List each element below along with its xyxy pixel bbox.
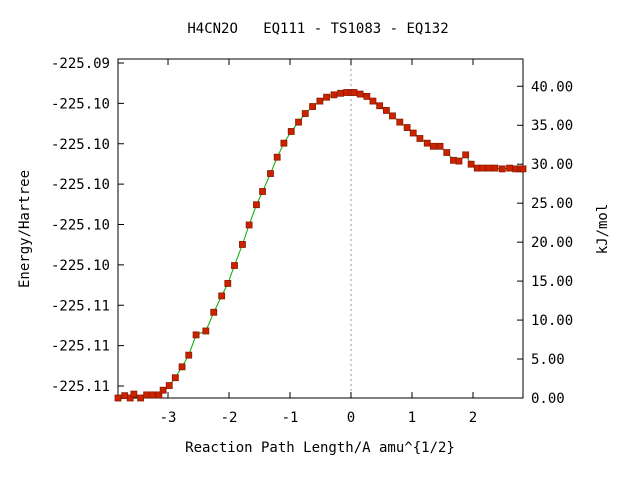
data-point	[429, 142, 437, 150]
y-right-tick-label: 10.00	[531, 313, 573, 329]
data-point	[137, 394, 144, 402]
y-right-tick-label: 30.00	[531, 157, 573, 173]
y-axis-left: -225.11 -225.11 -225.11 -225.10 -225.10 -225.…	[51, 56, 124, 395]
data-point	[309, 103, 316, 110]
data-point	[148, 391, 156, 399]
data-point	[382, 107, 390, 114]
data-point	[165, 382, 173, 389]
data-point	[280, 139, 288, 147]
data-point	[485, 164, 493, 172]
y-right-tick-label: 40.00	[531, 79, 573, 95]
x-axis: -3 -2 -1 0 1 2	[160, 59, 477, 426]
data-point	[423, 139, 431, 147]
data-point	[295, 118, 302, 126]
y-right-tick-label: 5.00	[531, 352, 565, 368]
data-point	[130, 390, 138, 398]
y-right-tick-label: 15.00	[531, 274, 573, 290]
data-point	[350, 89, 358, 96]
data-point	[245, 221, 253, 229]
data-point	[396, 118, 404, 126]
series-line	[117, 92, 523, 399]
data-point	[369, 97, 377, 105]
data-point	[519, 165, 527, 173]
data-point	[259, 188, 266, 195]
data-point	[224, 280, 232, 287]
y-left-tick-label: -225.11	[51, 339, 110, 355]
x-tick-label: 1	[408, 410, 416, 426]
data-point	[467, 160, 475, 168]
data-point	[287, 128, 295, 135]
x-axis-label: Reaction Path Length/A amu^{1/2}	[185, 440, 455, 456]
x-tick-label: -3	[160, 410, 177, 426]
series-energy	[114, 89, 527, 402]
x-tick-label: -1	[282, 410, 299, 426]
y-right-tick-label: 0.00	[531, 391, 565, 407]
data-point	[376, 102, 384, 110]
data-point	[316, 97, 324, 105]
data-point	[443, 149, 451, 156]
x-tick-label: 2	[469, 410, 477, 426]
data-point	[403, 124, 411, 131]
data-point	[462, 151, 470, 159]
data-point	[202, 327, 210, 335]
plot-frame	[117, 58, 524, 399]
y-left-tick-label: -225.10	[51, 218, 110, 234]
data-point	[337, 89, 345, 97]
chart-title: H4CN2O EQ111 - TS1083 - EQ132	[187, 21, 448, 37]
y-axis-right: 0.00 5.00 10.00 15.00 20.00 25.00 30.00 35.00 40…	[517, 79, 573, 407]
data-point	[416, 135, 424, 142]
data-point	[389, 112, 396, 120]
data-point	[159, 386, 167, 394]
data-point	[273, 153, 281, 161]
data-point	[330, 91, 338, 99]
data-point	[356, 90, 364, 98]
y-right-tick-label: 25.00	[531, 196, 573, 212]
data-point	[171, 374, 179, 382]
data-point	[155, 391, 163, 399]
data-point	[479, 164, 487, 172]
data-point	[323, 93, 330, 101]
y-left-tick-label: -225.11	[51, 298, 110, 314]
data-point	[455, 157, 463, 165]
data-point	[231, 262, 238, 269]
data-point	[185, 351, 193, 359]
y-left-tick-label: -225.09	[51, 56, 110, 72]
data-point	[126, 394, 134, 402]
data-point	[436, 142, 444, 150]
y-left-tick-label: -225.10	[51, 258, 110, 274]
data-point	[218, 292, 226, 300]
data-point	[114, 394, 122, 402]
data-point	[192, 331, 200, 339]
data-point	[506, 164, 513, 172]
y-left-tick-label: -225.10	[51, 137, 110, 153]
data-point	[210, 308, 218, 316]
data-point	[178, 363, 186, 371]
data-point	[301, 110, 309, 117]
y-right-tick-label: 20.00	[531, 235, 573, 251]
y-left-tick-label: -225.11	[51, 379, 110, 395]
data-point	[409, 129, 417, 137]
data-point	[363, 93, 371, 100]
y-left-tick-label: -225.10	[51, 96, 110, 112]
y-right-tick-label: 35.00	[531, 118, 573, 134]
y-axis-right-label: kJ/mol	[595, 204, 611, 255]
data-point	[498, 165, 506, 173]
data-point	[239, 241, 246, 248]
data-point	[491, 164, 499, 172]
y-left-tick-label: -225.10	[51, 177, 110, 193]
data-point	[253, 201, 260, 209]
x-tick-label: -2	[221, 410, 238, 426]
data-point	[267, 170, 274, 177]
y-axis-left-label: Energy/Hartree	[17, 170, 33, 288]
x-tick-label: 0	[347, 410, 355, 426]
